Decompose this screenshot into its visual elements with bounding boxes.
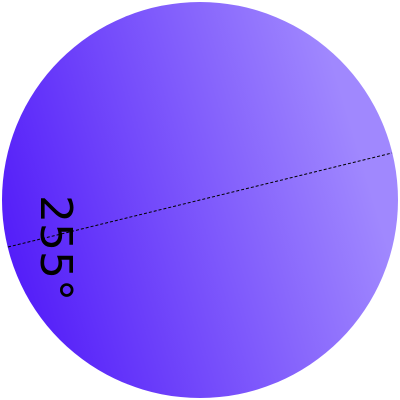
angle-label: 255° (30, 195, 81, 301)
angle-indicator-line[interactable] (7, 152, 393, 248)
